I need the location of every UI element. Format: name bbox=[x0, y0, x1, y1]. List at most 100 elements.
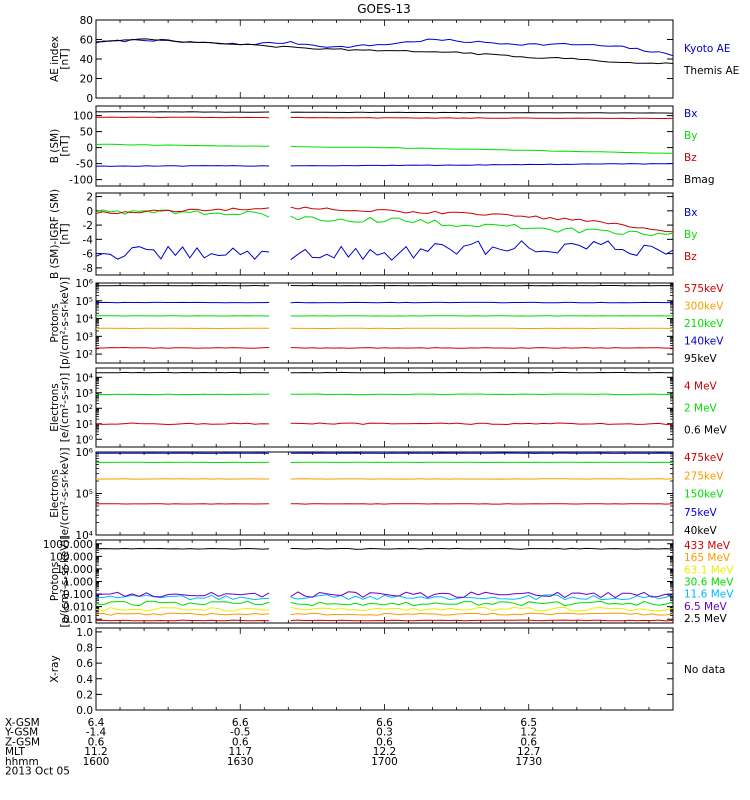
orbit-value: -0.5 bbox=[230, 727, 251, 739]
orbit-value: 0.6 bbox=[520, 736, 537, 748]
no-data-note: No data bbox=[684, 664, 725, 676]
panel-ae: 0 20 40 60 80 AE index[nT] Kyoto AE Themis AE bbox=[49, 15, 739, 105]
orbit-value: 1600 bbox=[83, 756, 110, 768]
panel-frame bbox=[95, 627, 674, 711]
y-axis-unit: [p/(cm²-s-sr-keV)] bbox=[59, 277, 71, 369]
panel-prot2: 0.0010.0100.1001.00010.000100.0001000.00… bbox=[43, 535, 734, 627]
y-tick-label: 10.000 bbox=[56, 564, 93, 576]
legend-entry: 575keV bbox=[684, 283, 724, 295]
orbit-value: 0.6 bbox=[232, 736, 249, 748]
y-tick-label: 40 bbox=[80, 54, 93, 66]
legend-entry: 63.1 MeV bbox=[684, 564, 734, 576]
panel-frame bbox=[95, 367, 674, 448]
legend-entry: By bbox=[684, 229, 697, 241]
series-line-by bbox=[96, 209, 673, 237]
panel-prot1: 10² 10³ 10⁴ 10⁵ 10⁶ Protons[p/(cm²-s-sr-keV)]… bbox=[49, 277, 724, 369]
y-tick-label: 0 bbox=[86, 143, 93, 155]
y-tick-label: 1.000 bbox=[63, 577, 93, 589]
y-axis-label: Protons bbox=[49, 562, 61, 601]
legend-entry: Themis AE bbox=[683, 65, 739, 77]
y-tick-label: 0.001 bbox=[63, 614, 93, 626]
series-line-4-mev bbox=[96, 422, 673, 426]
series-line-bmag bbox=[96, 111, 673, 114]
panel-frame bbox=[95, 192, 674, 276]
y-tick-label: -100 bbox=[69, 175, 93, 187]
series-line-433-mev bbox=[96, 619, 673, 622]
y-axis-unit: [nT] bbox=[59, 223, 71, 244]
y-tick-label: 2 bbox=[86, 192, 93, 204]
series-line-bz bbox=[96, 116, 673, 120]
orbit-value: 0.6 bbox=[376, 736, 393, 748]
legend-entry: Bmag bbox=[684, 174, 715, 186]
legend-entry: 210keV bbox=[684, 318, 724, 330]
legend-entry: 95keV bbox=[684, 353, 718, 365]
orbit-row-label: hhmm bbox=[5, 756, 39, 768]
y-tick-label: 80 bbox=[80, 15, 93, 27]
legend-entry: 165 MeV bbox=[684, 552, 731, 564]
y-tick-label: 50 bbox=[80, 127, 93, 139]
y-tick-label: -4 bbox=[83, 234, 94, 246]
orbit-row-label: Y-GSM bbox=[4, 727, 38, 739]
y-tick-label: 0.4 bbox=[76, 674, 93, 686]
panel-frame bbox=[95, 282, 674, 364]
legend-entry: 4 MeV bbox=[684, 381, 718, 393]
orbit-value: 12.2 bbox=[373, 746, 396, 758]
orbit-value: 0.6 bbox=[88, 736, 105, 748]
y-tick-label: -6 bbox=[83, 249, 94, 261]
legend-entry: Bz bbox=[684, 251, 697, 263]
legend-entry: Kyoto AE bbox=[684, 43, 730, 55]
y-tick-label: 0.100 bbox=[63, 589, 93, 601]
legend-entry: 40keV bbox=[684, 525, 718, 537]
y-tick-label: 10¹ bbox=[75, 419, 93, 431]
y-tick-label: 60 bbox=[80, 35, 93, 47]
series-line-bx bbox=[96, 163, 673, 167]
y-tick-label: -50 bbox=[76, 159, 93, 171]
legend-entry: 6.5 MeV bbox=[684, 601, 728, 613]
y-tick-label: 0.0 bbox=[76, 705, 93, 717]
y-axis-label: B (SM)-IGRF (SM) bbox=[49, 189, 61, 279]
y-tick-label: 20 bbox=[80, 74, 93, 86]
y-tick-label: 0.010 bbox=[63, 602, 93, 614]
legend-entry: 2.5 MeV bbox=[684, 613, 728, 625]
series-line-30.6-mev bbox=[96, 600, 673, 607]
series-line-2-mev bbox=[96, 393, 673, 396]
y-axis-unit: [e/(cm²-s-sr-keV)] bbox=[59, 448, 71, 540]
legend-entry: 433 MeV bbox=[684, 540, 731, 552]
legend-entry: By bbox=[684, 130, 697, 142]
y-tick-label: 10⁶ bbox=[75, 278, 93, 290]
legend-entry: 475keV bbox=[684, 452, 724, 464]
y-tick-label: 10⁵ bbox=[75, 489, 93, 501]
series-line-6.5-mev bbox=[96, 591, 673, 599]
legend-entry: Bx bbox=[684, 108, 697, 120]
y-axis-unit: [p/(cm²-s-sr-keV)] bbox=[59, 535, 71, 627]
legend-entry: 150keV bbox=[684, 489, 724, 501]
legend-entry: Bx bbox=[684, 207, 697, 219]
orbit-value: 11.7 bbox=[229, 746, 252, 758]
y-tick-label: 10⁴ bbox=[75, 314, 93, 326]
y-tick-label: 10⁴ bbox=[75, 530, 93, 542]
series-line-63.1-mev bbox=[96, 606, 673, 612]
y-tick-label: 0.6 bbox=[76, 658, 93, 670]
orbit-value: 1.2 bbox=[520, 727, 537, 739]
orbit-row-label: MLT bbox=[5, 746, 25, 758]
series-line-2.5-mev bbox=[96, 547, 673, 550]
legend-entry: 11.6 MeV bbox=[684, 589, 734, 601]
orbit-value: 1730 bbox=[515, 756, 542, 768]
legend-entry: 2 MeV bbox=[684, 403, 718, 415]
legend-entry: 275keV bbox=[684, 470, 724, 482]
legend-entry: 140keV bbox=[684, 336, 724, 348]
legend-entry: Bz bbox=[684, 152, 697, 164]
y-tick-label: 1.0 bbox=[76, 627, 93, 639]
plot-title: GOES-13 bbox=[357, 2, 411, 16]
y-tick-label: 0.2 bbox=[76, 689, 93, 701]
y-tick-label: 1000.000 bbox=[43, 539, 93, 551]
y-tick-label: 10² bbox=[75, 403, 93, 415]
orbit-value: 11.2 bbox=[84, 746, 107, 758]
y-axis-unit: [nT] bbox=[59, 135, 71, 156]
y-axis-label: X-ray bbox=[49, 655, 61, 682]
orbit-value: 6.6 bbox=[232, 717, 249, 729]
legend-entry: 300keV bbox=[684, 301, 724, 313]
y-axis-label: B (SM) bbox=[49, 129, 61, 163]
